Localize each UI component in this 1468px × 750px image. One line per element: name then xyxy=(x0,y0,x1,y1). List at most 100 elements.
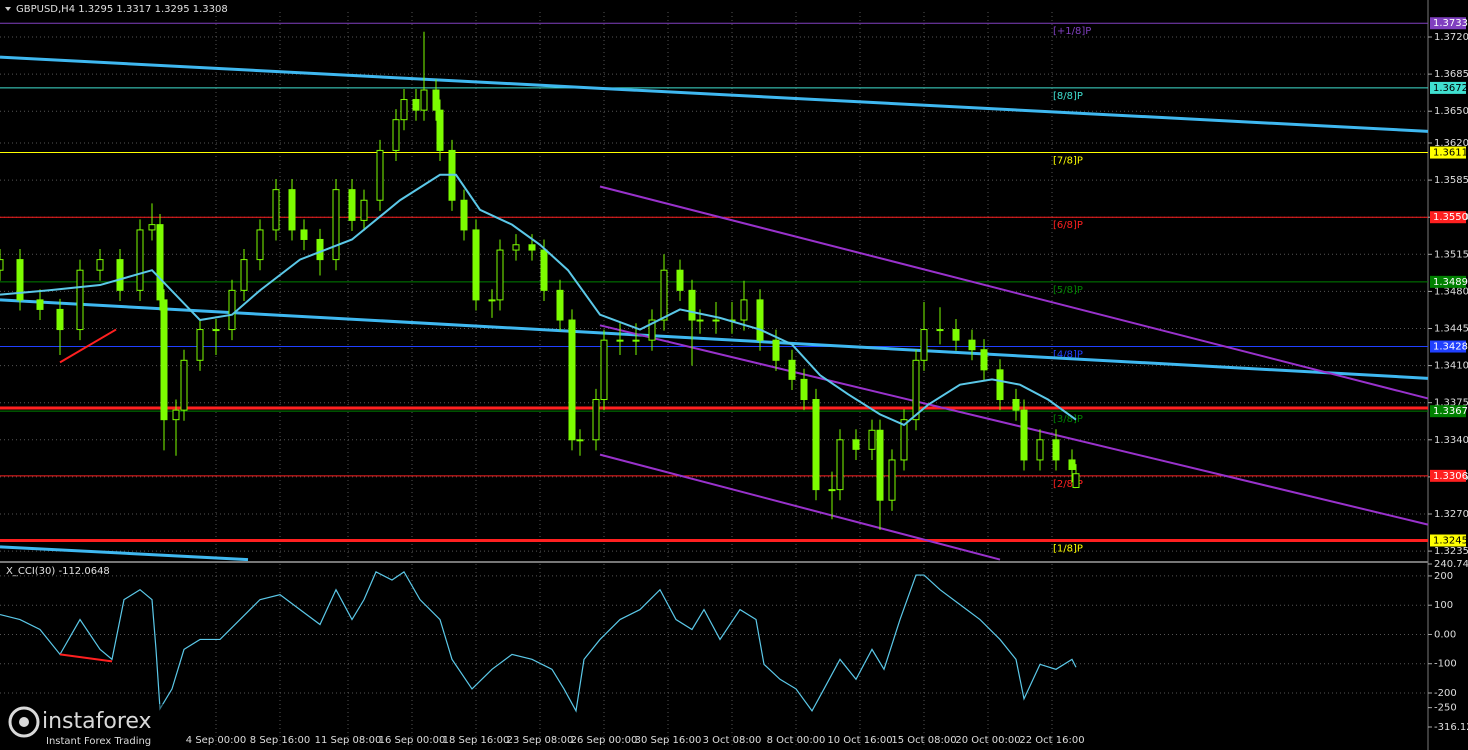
candle-body xyxy=(400,99,408,121)
x-tick-label: 26 Sep 00:00 xyxy=(571,735,638,746)
x-tick-label: 10 Oct 16:00 xyxy=(827,735,892,746)
y-tick-label: 1.3585 xyxy=(1434,175,1468,186)
candle-body xyxy=(228,289,236,331)
y-tick-label: 1.3515 xyxy=(1434,249,1468,260)
candle-body xyxy=(316,238,324,261)
candle-body xyxy=(868,429,876,450)
x-tick-label: 16 Sep 00:00 xyxy=(379,735,446,746)
level-price-box xyxy=(1430,81,1466,94)
y-tick-label: 1.3445 xyxy=(1434,324,1468,335)
x-tick-label: 18 Sep 16:00 xyxy=(443,735,510,746)
candle-body xyxy=(136,229,144,291)
candle-body xyxy=(952,329,960,341)
logo-tagline: Instant Forex Trading xyxy=(46,736,151,747)
candle-body xyxy=(632,339,640,342)
candle-body xyxy=(56,308,64,331)
level-name: [6/8]P xyxy=(1053,220,1083,231)
candle-body xyxy=(556,289,564,321)
logo-text: instaforex xyxy=(42,709,152,734)
indicator-title: X_CCI(30) -112.0648 xyxy=(6,566,110,577)
candle-body xyxy=(888,459,896,501)
candle-body xyxy=(472,229,480,301)
candle-body xyxy=(76,269,84,331)
candle-body xyxy=(392,119,400,151)
y-tick-label: 1.3620 xyxy=(1434,138,1468,149)
level-price-label: 1.3611 xyxy=(1433,148,1468,159)
level-name: [5/8]P xyxy=(1053,285,1083,296)
moving-average xyxy=(0,173,1077,427)
candle-body xyxy=(876,429,884,501)
candle-body xyxy=(16,259,24,301)
level-price-box xyxy=(1430,275,1466,288)
level-price-label: 1.3489 xyxy=(1433,277,1468,288)
candle-body xyxy=(1036,439,1044,461)
candle-body xyxy=(968,339,976,351)
candle-body xyxy=(488,299,496,302)
candle-body xyxy=(912,359,920,421)
level-name: [1/8]P xyxy=(1053,543,1083,554)
x-tick-label: 8 Sep 16:00 xyxy=(250,735,310,746)
candle-body xyxy=(512,244,520,251)
y2-tick-label: -316.1295 xyxy=(1434,722,1468,733)
candle-body xyxy=(148,224,156,231)
candle-body xyxy=(196,329,204,361)
candle-body xyxy=(180,359,188,411)
candle-body xyxy=(540,249,548,291)
candle-body xyxy=(696,319,704,322)
chart-title: GBPUSD,H4 1.3295 1.3317 1.3295 1.3308 xyxy=(16,4,228,15)
y-tick-label: 1.3480 xyxy=(1434,286,1468,297)
candle-body xyxy=(496,249,504,301)
y2-tick-label: -250 xyxy=(1434,703,1457,714)
candle-body xyxy=(1052,439,1060,461)
trend-line xyxy=(599,324,1429,526)
candle-body xyxy=(648,319,656,341)
y2-tick-label: 0.00 xyxy=(1434,629,1456,640)
level-price-box xyxy=(1430,340,1466,353)
candle-body xyxy=(1012,399,1020,411)
candle-body xyxy=(1068,459,1076,470)
trend-line xyxy=(599,185,1429,400)
candle-body xyxy=(576,439,584,442)
level-name: [4/8]P xyxy=(1053,350,1083,361)
level-price-label: 1.3672 xyxy=(1433,83,1468,94)
menu-arrow xyxy=(5,7,11,11)
candle-body xyxy=(256,229,264,261)
candle-body xyxy=(288,189,296,231)
level-name: [+1/8]P xyxy=(1053,26,1091,37)
y-tick-label: 1.3685 xyxy=(1434,69,1468,80)
level-price-label: 1.3733 xyxy=(1433,18,1468,29)
candle-body xyxy=(160,299,168,421)
candle-body xyxy=(436,109,444,151)
candle-body xyxy=(1020,409,1028,461)
y-tick-label: 1.3235 xyxy=(1434,546,1468,557)
trend-line xyxy=(59,328,117,364)
candle-body xyxy=(936,329,944,332)
candle-body xyxy=(712,319,720,322)
candle-body xyxy=(460,199,468,231)
candle-body xyxy=(836,439,844,491)
x-tick-label: 11 Sep 08:00 xyxy=(315,735,382,746)
trend-line xyxy=(0,545,249,562)
candle-body xyxy=(600,339,608,401)
y-tick-label: 1.3650 xyxy=(1434,106,1468,117)
candle-body xyxy=(1072,473,1080,488)
candle-body xyxy=(420,89,428,111)
candle-body xyxy=(660,269,668,321)
watermark: instaforex Instant Forex Trading xyxy=(2,704,180,750)
y2-tick-label: 240.7484 xyxy=(1434,559,1468,570)
candle-body xyxy=(980,349,988,371)
x-tick-label: 8 Oct 00:00 xyxy=(767,735,826,746)
candle-body xyxy=(740,299,748,321)
level-price-label: 1.3245 xyxy=(1433,535,1468,546)
candle-body xyxy=(812,399,820,491)
y-tick-label: 1.3270 xyxy=(1434,509,1468,520)
candle-body xyxy=(800,378,808,401)
candle-body xyxy=(568,319,576,441)
x-tick-label: 3 Oct 08:00 xyxy=(703,735,762,746)
candle-body xyxy=(156,224,164,301)
level-price-box xyxy=(1430,211,1466,224)
y2-tick-label: -200 xyxy=(1434,688,1457,699)
level-price-box xyxy=(1430,469,1466,482)
